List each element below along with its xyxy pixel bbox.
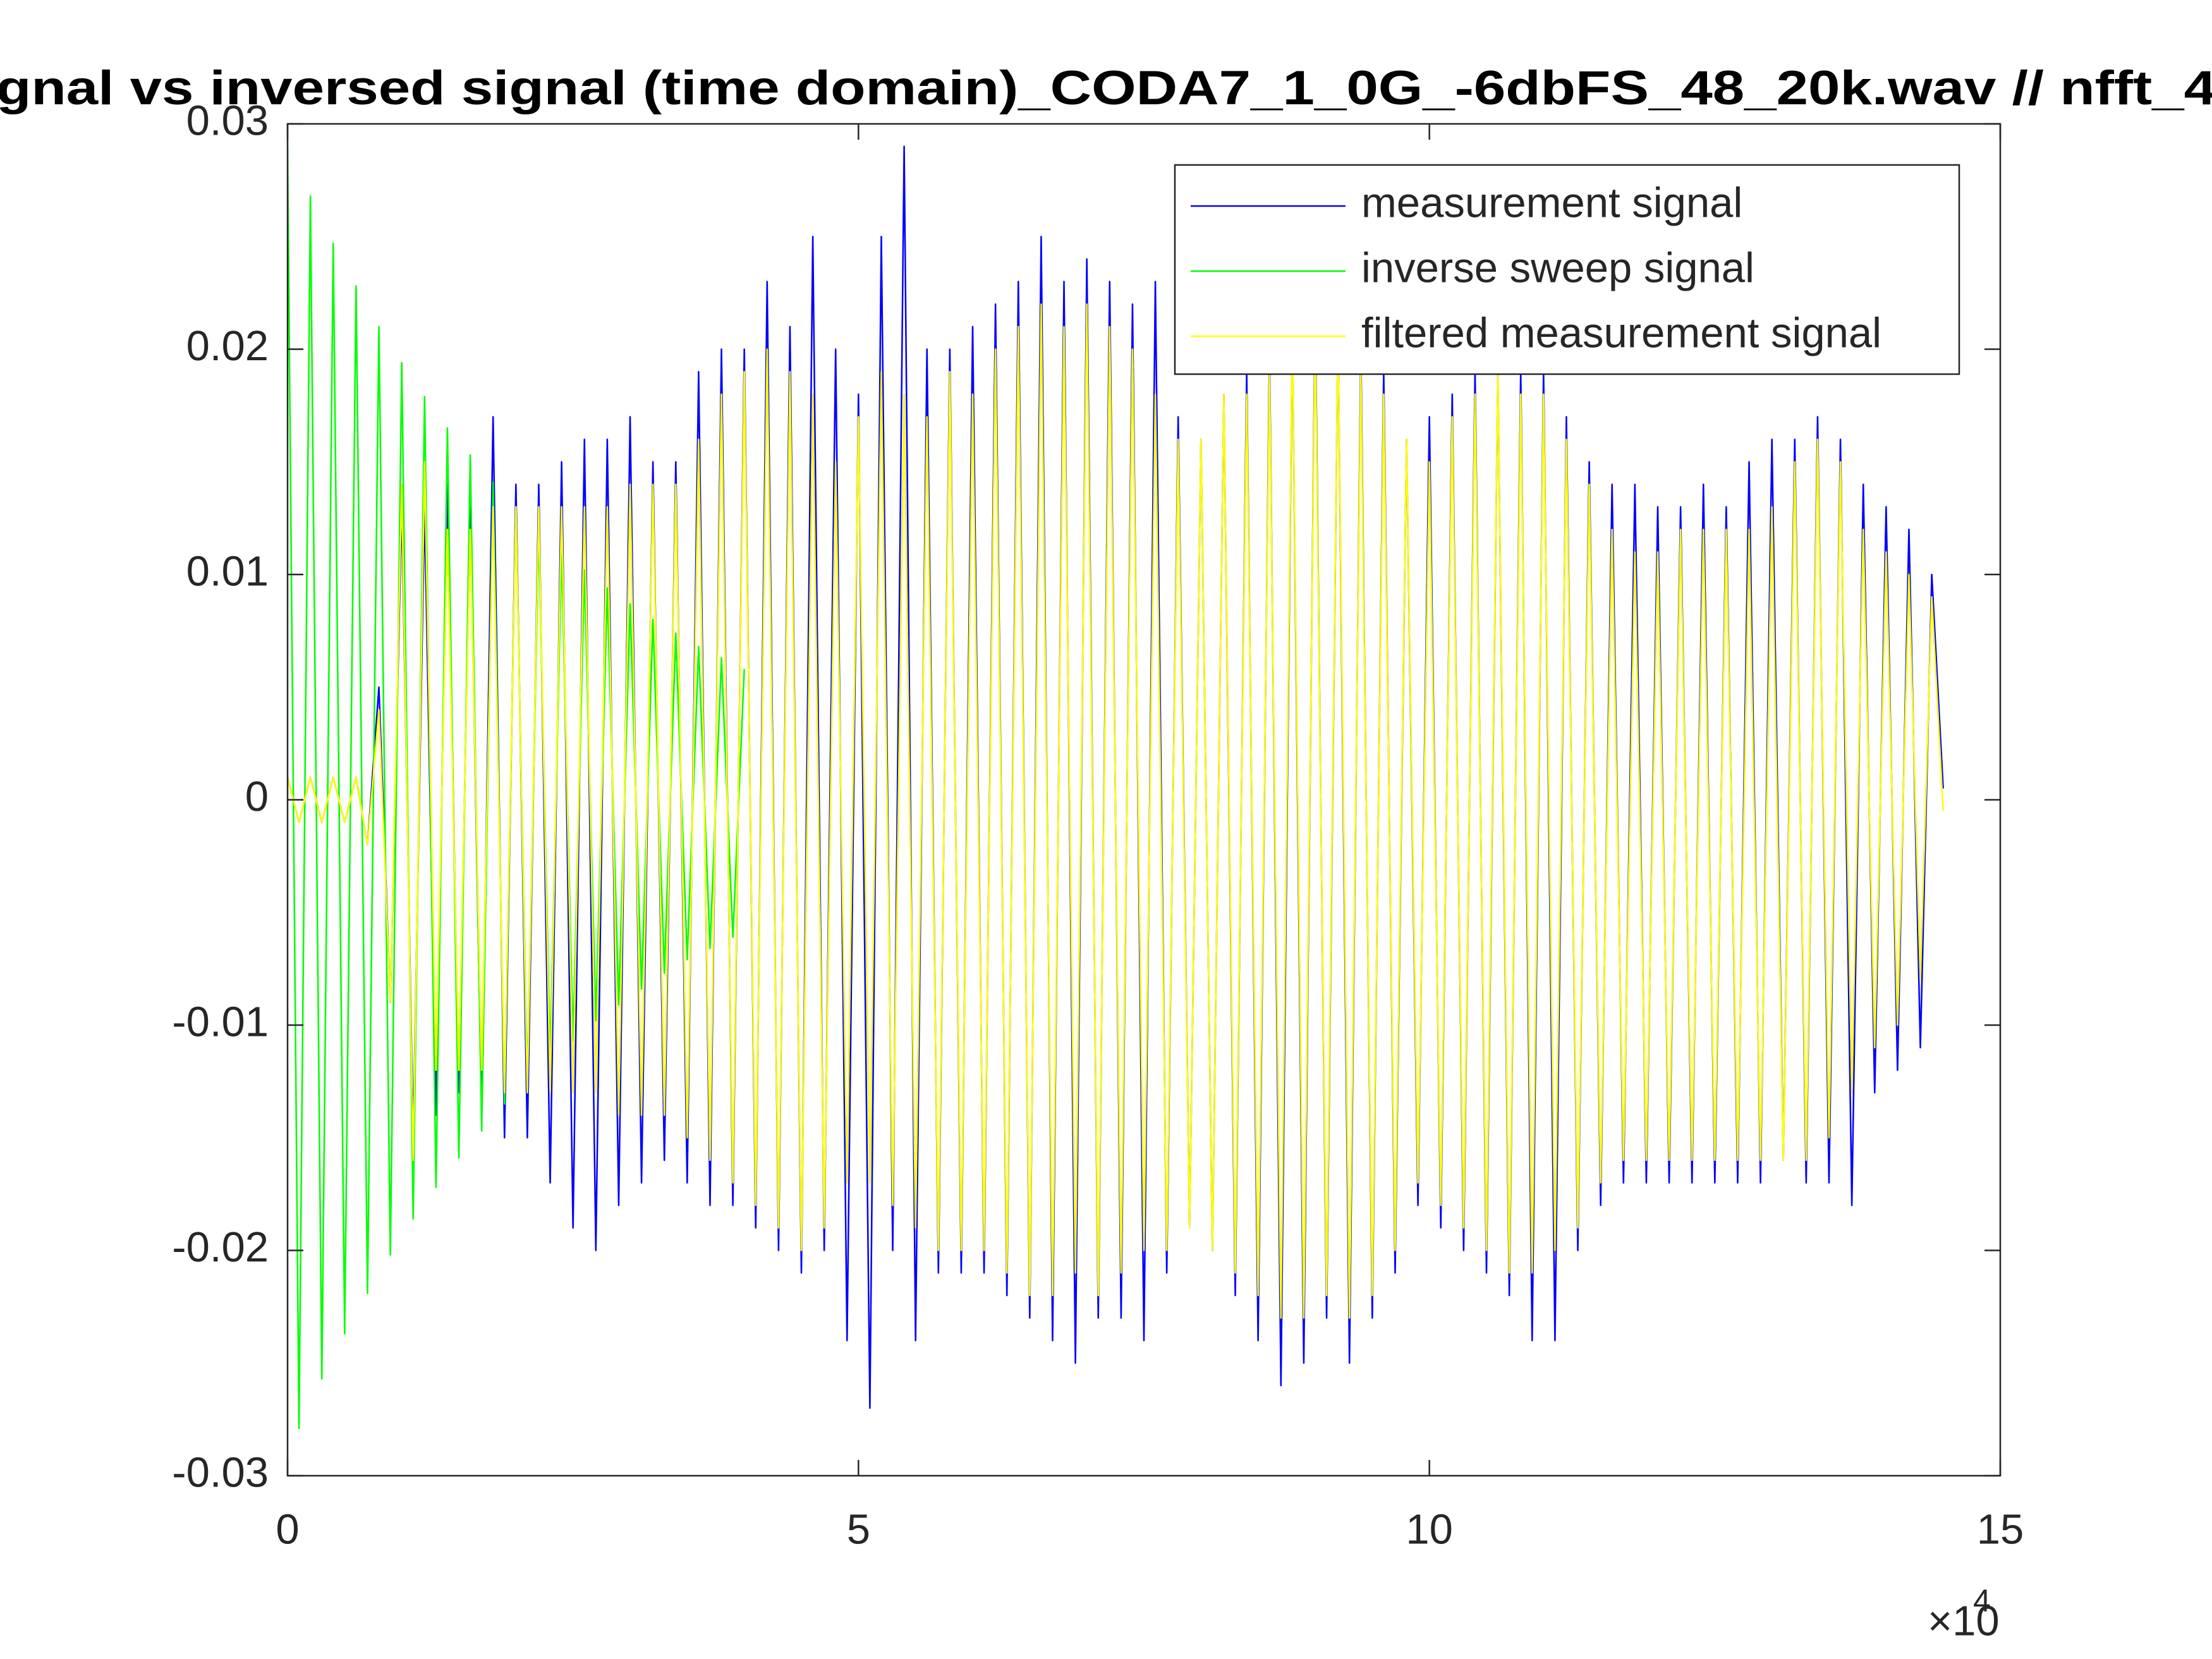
chart-title: gnal vs inversed signal (time domain)_CO… (0, 61, 2212, 115)
x-tick-label: 10 (1406, 1506, 1453, 1553)
y-tick-label: 0.03 (186, 97, 269, 145)
y-tick-label: 0.01 (186, 548, 269, 595)
legend-label: filtered measurement signal (1361, 310, 1881, 357)
x-multiplier: ×10 (1928, 1598, 2000, 1645)
y-tick-label: -0.03 (172, 1449, 269, 1497)
y-tick-label: -0.01 (172, 999, 269, 1046)
y-tick-label: 0.02 (186, 322, 269, 370)
series-layer (288, 145, 1944, 1430)
series-line (288, 303, 1944, 1319)
y-tick-label: -0.02 (172, 1224, 269, 1271)
y-tick-label: 0 (245, 773, 269, 820)
legend-label: measurement signal (1361, 179, 1742, 227)
legend-label: inverse sweep signal (1361, 245, 1754, 292)
x-multiplier-exponent: 4 (1973, 1583, 1991, 1619)
x-tick-label: 0 (276, 1506, 299, 1553)
x-tick-label: 5 (847, 1506, 870, 1553)
legend-box (1174, 164, 1960, 375)
x-tick-label: 15 (1977, 1506, 2024, 1553)
